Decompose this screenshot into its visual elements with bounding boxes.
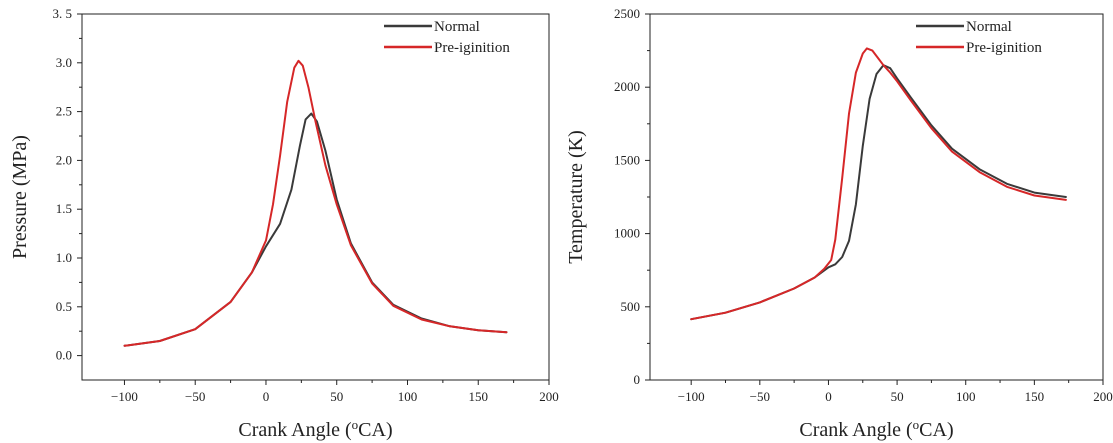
plot-frame <box>649 13 1104 381</box>
x-tick-label: 0 <box>825 389 832 404</box>
x-tick-label: 200 <box>1093 389 1113 404</box>
x-tick-label: 100 <box>956 389 976 404</box>
y-tick-label: 1000 <box>614 226 640 241</box>
x-tick-label: 150 <box>1025 389 1045 404</box>
y-tick-label: 2.0 <box>56 152 72 167</box>
legend-label: Normal <box>434 19 480 35</box>
legend-label: Pre-iginition <box>434 40 510 56</box>
y-axis-title: Pressure (MPa) <box>9 135 31 259</box>
x-tick-label: −50 <box>750 389 770 404</box>
y-tick-label: 500 <box>621 299 641 314</box>
x-tick-label: 0 <box>263 389 270 404</box>
pressure-chart: −100 −50 0 50 100 150 200 0.0 0.5 1.0 1.5 2.0 2.5 3.0… <box>9 6 559 441</box>
y-tick-label: 0.0 <box>56 348 72 363</box>
y-tick-label: 2.5 <box>56 104 72 119</box>
x-tick-label: 50 <box>891 389 904 404</box>
x-tick-label: 200 <box>539 389 559 404</box>
legend-label: Pre-iginition <box>966 40 1042 56</box>
y-tick-label: 1500 <box>614 152 640 167</box>
legend-label: Normal <box>966 19 1012 35</box>
y-tick-label: 2500 <box>614 6 640 21</box>
y-tick-label: 0.5 <box>56 299 72 314</box>
y-tick-label: 3.0 <box>56 55 72 70</box>
series-line-pre-iginition <box>123 59 508 347</box>
x-tick-label: −100 <box>111 389 138 404</box>
x-tick-label: −100 <box>678 389 705 404</box>
x-tick-label: 100 <box>398 389 418 404</box>
y-tick-label: 0 <box>634 372 641 387</box>
x-tick-label: 150 <box>468 389 488 404</box>
x-tick-label: −50 <box>185 389 205 404</box>
y-tick-label: 1.5 <box>56 201 72 216</box>
y-tick-label: 2000 <box>614 79 640 94</box>
series-line-normal <box>123 112 508 347</box>
x-axis-title: Crank Angle (oCA) <box>799 417 953 442</box>
series-line-pre-iginition <box>690 47 1067 321</box>
y-tick-label: 1.0 <box>56 250 72 265</box>
temperature-chart: −100 −50 0 50 100 150 20005001000150020002500C… <box>565 6 1113 441</box>
plot-frame <box>81 13 550 381</box>
y-tick-label: 3. 5 <box>53 6 73 21</box>
series-line-normal <box>690 64 1067 321</box>
x-axis-title: Crank Angle (oCA) <box>238 417 392 442</box>
y-axis-title: Temperature (K) <box>565 130 587 264</box>
x-tick-label: 50 <box>330 389 343 404</box>
